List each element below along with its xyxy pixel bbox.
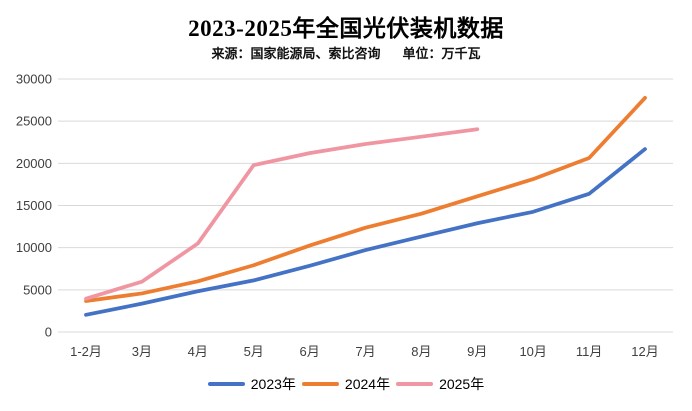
x-axis-label: 12月 (631, 344, 658, 359)
x-axis-label: 11月 (576, 344, 603, 359)
legend-swatch-2025 (396, 382, 434, 386)
legend-label-2025: 2025年 (439, 376, 485, 392)
legend-swatch-2024 (301, 382, 339, 386)
y-axis-tick-label: 10000 (16, 240, 52, 255)
y-axis-tick-label: 15000 (16, 198, 52, 213)
x-axis-label: 3月 (132, 344, 152, 359)
legend-item-2024: 2024年 (301, 374, 391, 394)
legend: 2023年 2024年 2025年 (0, 374, 692, 394)
x-axis-label: 6月 (299, 344, 319, 359)
x-axis-label: 4月 (188, 344, 208, 359)
chart-unit-label: 单位：万千瓦 (402, 46, 481, 61)
y-axis-tick-label: 20000 (16, 156, 52, 171)
y-axis-tick-label: 30000 (16, 72, 52, 87)
legend-label-2023: 2023年 (250, 376, 296, 392)
legend-item-2025: 2025年 (396, 374, 484, 394)
series-line-2025年 (84, 127, 480, 301)
x-axis-label: 10月 (519, 344, 546, 359)
x-axis-label: 7月 (355, 344, 375, 359)
series-lines (84, 96, 647, 317)
x-axis-labels: 1-2月 3月 4月 5月 6月 7月 8月 9月 10月 11月 12月 (70, 344, 659, 359)
y-axis-tick-label: 25000 (16, 114, 52, 129)
y-axis-labels: 0 5000 10000 15000 20000 25000 30000 (16, 72, 52, 340)
series-line-2024年 (84, 96, 647, 303)
chart-title: 2023-2025年全国光伏装机数据 (188, 16, 504, 41)
legend-item-2023: 2023年 (207, 374, 296, 394)
gridlines (58, 78, 673, 333)
series-line-2023年 (84, 147, 647, 317)
x-axis-label: 8月 (411, 344, 431, 359)
legend-label-2024: 2024年 (344, 376, 391, 392)
y-axis-tick-label: 5000 (23, 282, 52, 297)
x-axis-label: 5月 (244, 344, 264, 359)
chart-source-label: 来源：国家能源局、索比咨询 (211, 46, 381, 61)
x-axis-label: 9月 (467, 344, 487, 359)
chart-subtitle: 来源：国家能源局、索比咨询 单位：万千瓦 (0, 43, 692, 62)
y-axis-tick-label: 0 (45, 325, 52, 340)
x-axis-label: 1-2月 (70, 344, 102, 359)
legend-swatch-2023 (207, 382, 245, 386)
